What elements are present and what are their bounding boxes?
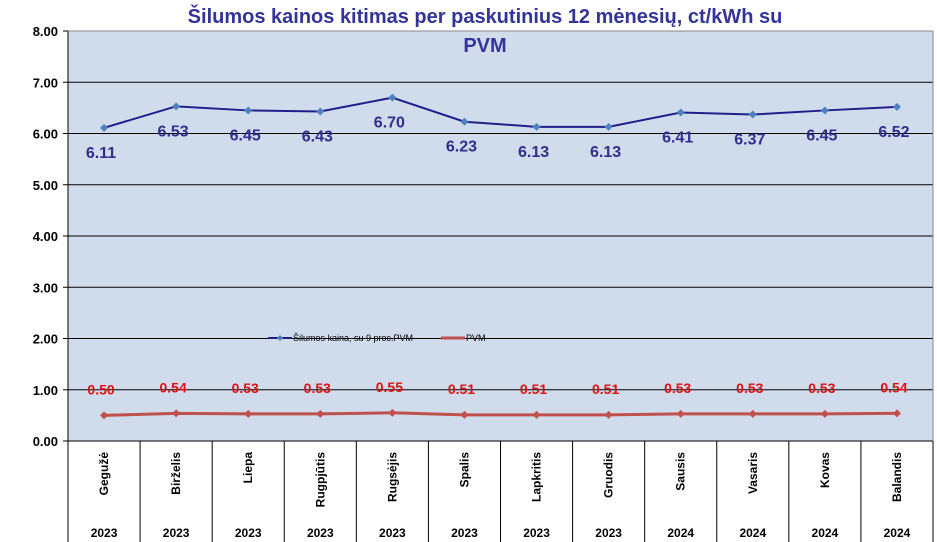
data-point [532, 122, 541, 131]
data-point [532, 410, 541, 419]
data-label: 6.43 [302, 128, 333, 145]
data-point [604, 122, 613, 131]
x-year-label: 2023 [307, 526, 334, 540]
x-year-label: 2023 [595, 526, 622, 540]
data-point [388, 93, 397, 102]
y-tick-label: 0.00 [33, 434, 58, 449]
data-label: 6.37 [734, 132, 765, 149]
x-year-label: 2023 [451, 526, 478, 540]
data-point [604, 410, 613, 419]
data-label: 0.55 [376, 379, 403, 395]
data-point [100, 411, 109, 420]
data-point [748, 409, 757, 418]
data-point [820, 409, 829, 418]
y-tick-label: 3.00 [33, 280, 58, 295]
data-point [316, 409, 325, 418]
x-year-label: 2024 [667, 526, 694, 540]
data-label: 0.53 [304, 380, 331, 396]
x-tick-label: Spalis [457, 452, 471, 488]
data-label: 6.70 [374, 115, 405, 132]
x-tick-label: Gegužė [97, 452, 111, 496]
chart-title-line-2: PVM [463, 35, 506, 57]
legend-marker-0 [277, 335, 283, 341]
x-tick-label: Birželis [169, 452, 183, 495]
series-line-0 [103, 96, 898, 129]
x-tick-label: Kovas [818, 452, 832, 488]
data-label: 0.53 [808, 380, 835, 396]
data-label: 6.45 [230, 127, 261, 144]
data-point [244, 106, 253, 115]
y-tick-label: 4.00 [33, 229, 58, 244]
data-point [244, 409, 253, 418]
y-tick-label: 1.00 [33, 383, 58, 398]
y-tick-label: 6.00 [33, 127, 58, 142]
y-tick-label: 8.00 [33, 24, 58, 39]
y-tick-label: 7.00 [33, 75, 58, 90]
x-tick-label: Vasaris [746, 452, 760, 494]
series-line-1 [103, 411, 897, 417]
data-point [820, 106, 829, 115]
legend: Šilumos kaina, su 9 proc.PVM PVM [268, 333, 486, 343]
data-label: 0.54 [880, 379, 907, 395]
data-point [460, 117, 469, 126]
y-tick-label: 5.00 [33, 178, 58, 193]
x-tick-label: Gruodis [602, 452, 616, 498]
data-label: 0.51 [520, 381, 547, 397]
x-year-label: 2023 [163, 526, 190, 540]
x-tick-label: Lapkritis [530, 452, 544, 502]
data-label: 0.53 [736, 380, 763, 396]
x-year-label: 2023 [523, 526, 550, 540]
x-year-label: 2023 [235, 526, 262, 540]
x-year-label: 2024 [884, 526, 911, 540]
data-point [892, 102, 901, 111]
x-tick-label: Liepa [241, 452, 255, 484]
chart-title-line-1: Šilumos kainos kitimas per paskutinius 1… [188, 4, 783, 28]
x-tick-label: Rugpjūtis [313, 452, 327, 508]
data-label: 6.13 [590, 144, 621, 161]
data-point [748, 110, 757, 119]
data-label: 0.53 [232, 380, 259, 396]
data-label: 0.51 [448, 381, 475, 397]
data-label: 0.51 [592, 381, 619, 397]
data-point [892, 409, 901, 418]
x-year-label: 2024 [739, 526, 766, 540]
data-label: 6.23 [446, 139, 477, 156]
x-tick-label: Rugsėjis [385, 452, 399, 502]
legend-label-0: Šilumos kaina, su 9 proc.PVM [293, 333, 413, 343]
x-year-label: 2024 [812, 526, 839, 540]
data-point [460, 410, 469, 419]
y-tick-label: 2.00 [33, 332, 58, 347]
data-point [172, 409, 181, 418]
data-label: 6.45 [806, 127, 837, 144]
data-point [388, 408, 397, 417]
data-label: 0.50 [87, 381, 114, 397]
data-label: 6.13 [518, 144, 549, 161]
x-tick-label: Sausis [674, 452, 688, 491]
legend-label-1: PVM [466, 333, 486, 343]
data-point [676, 108, 685, 117]
data-label: 6.53 [158, 123, 189, 140]
x-tick-label: Balandis [890, 452, 904, 502]
data-point [100, 123, 109, 132]
data-point [676, 409, 685, 418]
x-year-label: 2023 [379, 526, 406, 540]
data-point [316, 107, 325, 116]
data-point [172, 102, 181, 111]
data-label: 0.54 [160, 379, 187, 395]
data-label: 6.41 [662, 129, 693, 146]
x-year-label: 2023 [91, 526, 118, 540]
data-label: 0.53 [664, 380, 691, 396]
data-label: 6.52 [878, 124, 909, 141]
data-label: 6.11 [86, 145, 116, 162]
